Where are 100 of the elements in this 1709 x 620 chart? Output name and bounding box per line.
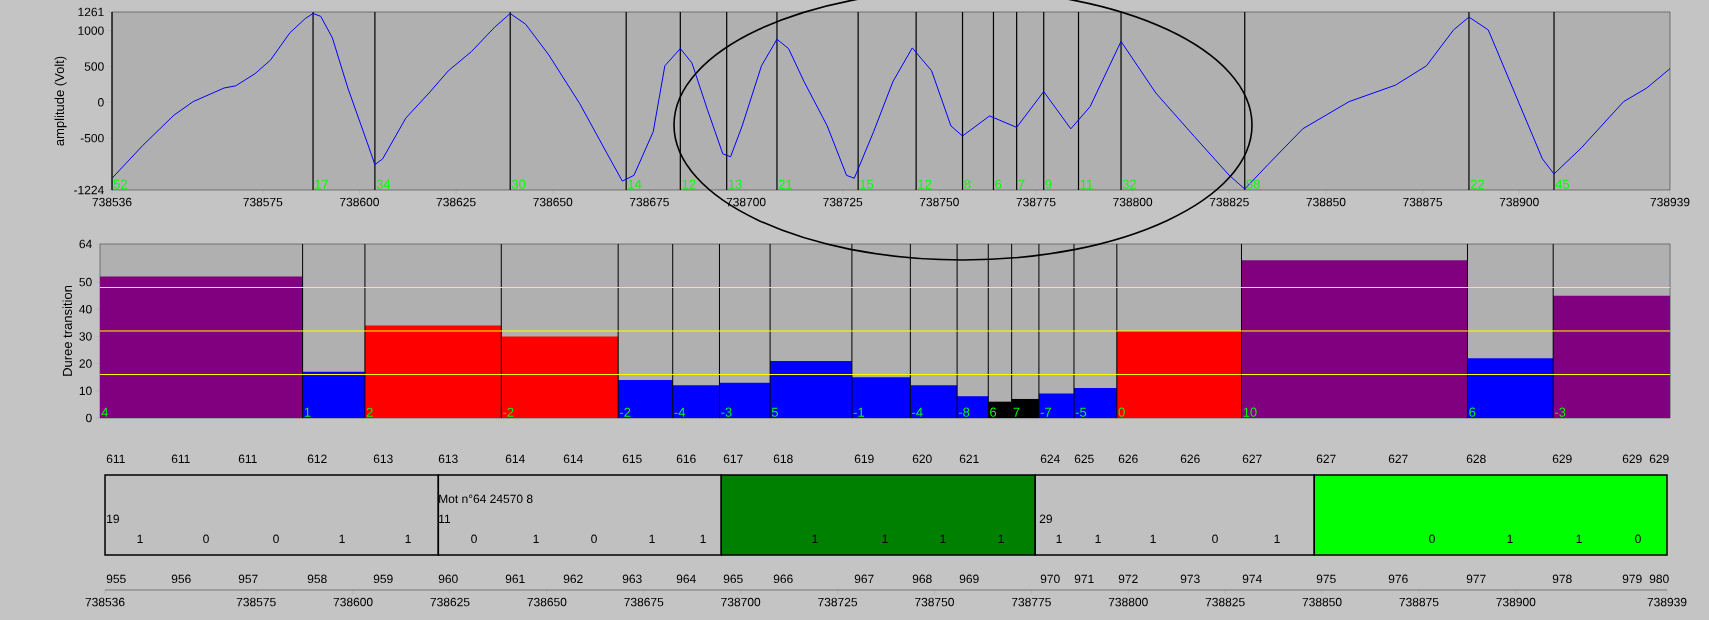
x-tick-label: 738625 <box>430 597 470 607</box>
annotation: 961 <box>505 574 525 584</box>
x-tick-label: 738939 <box>1647 597 1687 607</box>
annotation: 13 <box>728 179 742 189</box>
annotation: 627 <box>1242 454 1262 464</box>
annotation: 1 <box>1576 534 1582 543</box>
y-tick-label: 1261 <box>78 7 104 17</box>
annotation: 1 <box>1056 534 1062 543</box>
y-tick-label: 500 <box>84 62 104 71</box>
annotation: 611 <box>238 454 257 464</box>
annotation: 58 <box>1246 179 1260 189</box>
annotation: 7 <box>1018 179 1025 189</box>
annotation: 19 <box>107 514 119 524</box>
annotation: 621 <box>959 454 979 464</box>
y-tick-label: 40 <box>79 305 92 314</box>
annotation: 0 <box>273 534 279 544</box>
annotation: 34 <box>376 179 391 189</box>
annotation: -8 <box>958 407 970 417</box>
x-tick-label: 738700 <box>726 197 766 207</box>
annotation: 1 <box>940 534 946 543</box>
annotation: 626 <box>1180 454 1200 464</box>
x-tick-label: 738536 <box>92 197 132 207</box>
annotation: 29 <box>1039 514 1052 524</box>
x-tick-label: 738850 <box>1302 597 1342 607</box>
annotation: 11 <box>1080 179 1093 189</box>
annotation: 1 <box>1150 534 1156 543</box>
annotation: 611 <box>171 454 190 464</box>
x-tick-label: 738650 <box>533 197 573 207</box>
annotation: 629 <box>1622 454 1642 464</box>
annotation: 613 <box>373 454 393 464</box>
annotation: 971 <box>1074 574 1094 584</box>
annotation: -1 <box>853 407 865 417</box>
annotation: 1 <box>405 534 411 543</box>
y-tick-label: 1000 <box>78 26 104 35</box>
annotation: 955 <box>106 574 126 584</box>
annotation: 615 <box>622 454 642 464</box>
x-tick-label: 738600 <box>340 197 379 207</box>
x-tick-label: 738750 <box>915 597 954 607</box>
annotation: 14 <box>628 179 642 189</box>
x-tick-label: 738800 <box>1113 197 1153 207</box>
annotation: 32 <box>1122 179 1137 189</box>
annotation: 1 <box>998 534 1004 543</box>
annotation: 15 <box>860 179 874 189</box>
y-tick-label: 64 <box>79 239 92 249</box>
annotation: 979 <box>1622 574 1642 584</box>
annotation: 978 <box>1552 574 1572 584</box>
annotation: 970 <box>1040 574 1060 584</box>
annotation: 1 <box>339 534 345 543</box>
annotation: 22 <box>1470 179 1484 189</box>
annotation: 7 <box>1013 407 1020 417</box>
annotation: 45 <box>1555 179 1570 189</box>
x-tick-label: 738825 <box>1209 197 1249 207</box>
annotation: -5 <box>1075 407 1087 417</box>
annotation: 0 <box>591 534 597 544</box>
y-axis-title: Duree transition <box>62 285 72 376</box>
x-tick-label: 738750 <box>919 197 959 207</box>
annotation: 627 <box>1316 454 1336 464</box>
annotation: 616 <box>676 454 696 464</box>
annotation: -3 <box>1554 407 1566 417</box>
annotation: 1 <box>137 534 143 543</box>
annotation: 963 <box>622 574 642 584</box>
x-tick-label: 738575 <box>243 197 283 207</box>
annotation: 967 <box>854 574 874 584</box>
y-tick-label: 50 <box>79 277 92 287</box>
annotation: 0 <box>1429 534 1435 544</box>
annotation: 611 <box>106 454 125 464</box>
annotation: 624 <box>1040 454 1060 464</box>
annotation: 962 <box>563 574 583 584</box>
x-tick-label: 738675 <box>624 597 664 607</box>
annotation: 959 <box>373 574 393 584</box>
annotation: 618 <box>773 454 793 464</box>
x-tick-label: 738725 <box>818 597 858 607</box>
annotation: 12 <box>918 179 932 189</box>
annotation: 980 <box>1649 574 1669 584</box>
annotation: 21 <box>778 179 792 189</box>
annotation: 52 <box>113 179 128 189</box>
annotation: 617 <box>723 454 743 464</box>
annotation: 968 <box>912 574 932 584</box>
annotation: 974 <box>1242 574 1262 584</box>
annotation: 960 <box>438 574 458 584</box>
annotation: 620 <box>912 454 932 464</box>
annotation: 30 <box>511 179 526 189</box>
annotation: 0 <box>1635 534 1641 544</box>
annotation: 8 <box>964 179 971 189</box>
x-tick-label: 738575 <box>236 597 276 607</box>
annotation: 17 <box>315 179 329 189</box>
annotation: 629 <box>1649 454 1669 464</box>
x-tick-label: 738825 <box>1205 597 1245 607</box>
x-tick-label: 738900 <box>1499 197 1539 207</box>
annotation: 0 <box>471 534 477 544</box>
x-tick-label: 738536 <box>85 597 125 607</box>
x-tick-label: 738650 <box>527 597 567 607</box>
annotation: -3 <box>721 407 732 417</box>
annotation: 966 <box>773 574 793 584</box>
annotation: -2 <box>619 407 631 417</box>
annotation: 976 <box>1388 574 1408 584</box>
x-tick-label: 738775 <box>1011 597 1051 607</box>
annotation: 965 <box>723 574 743 584</box>
annotation: 1 <box>812 534 818 543</box>
annotation: -7 <box>1040 407 1052 417</box>
